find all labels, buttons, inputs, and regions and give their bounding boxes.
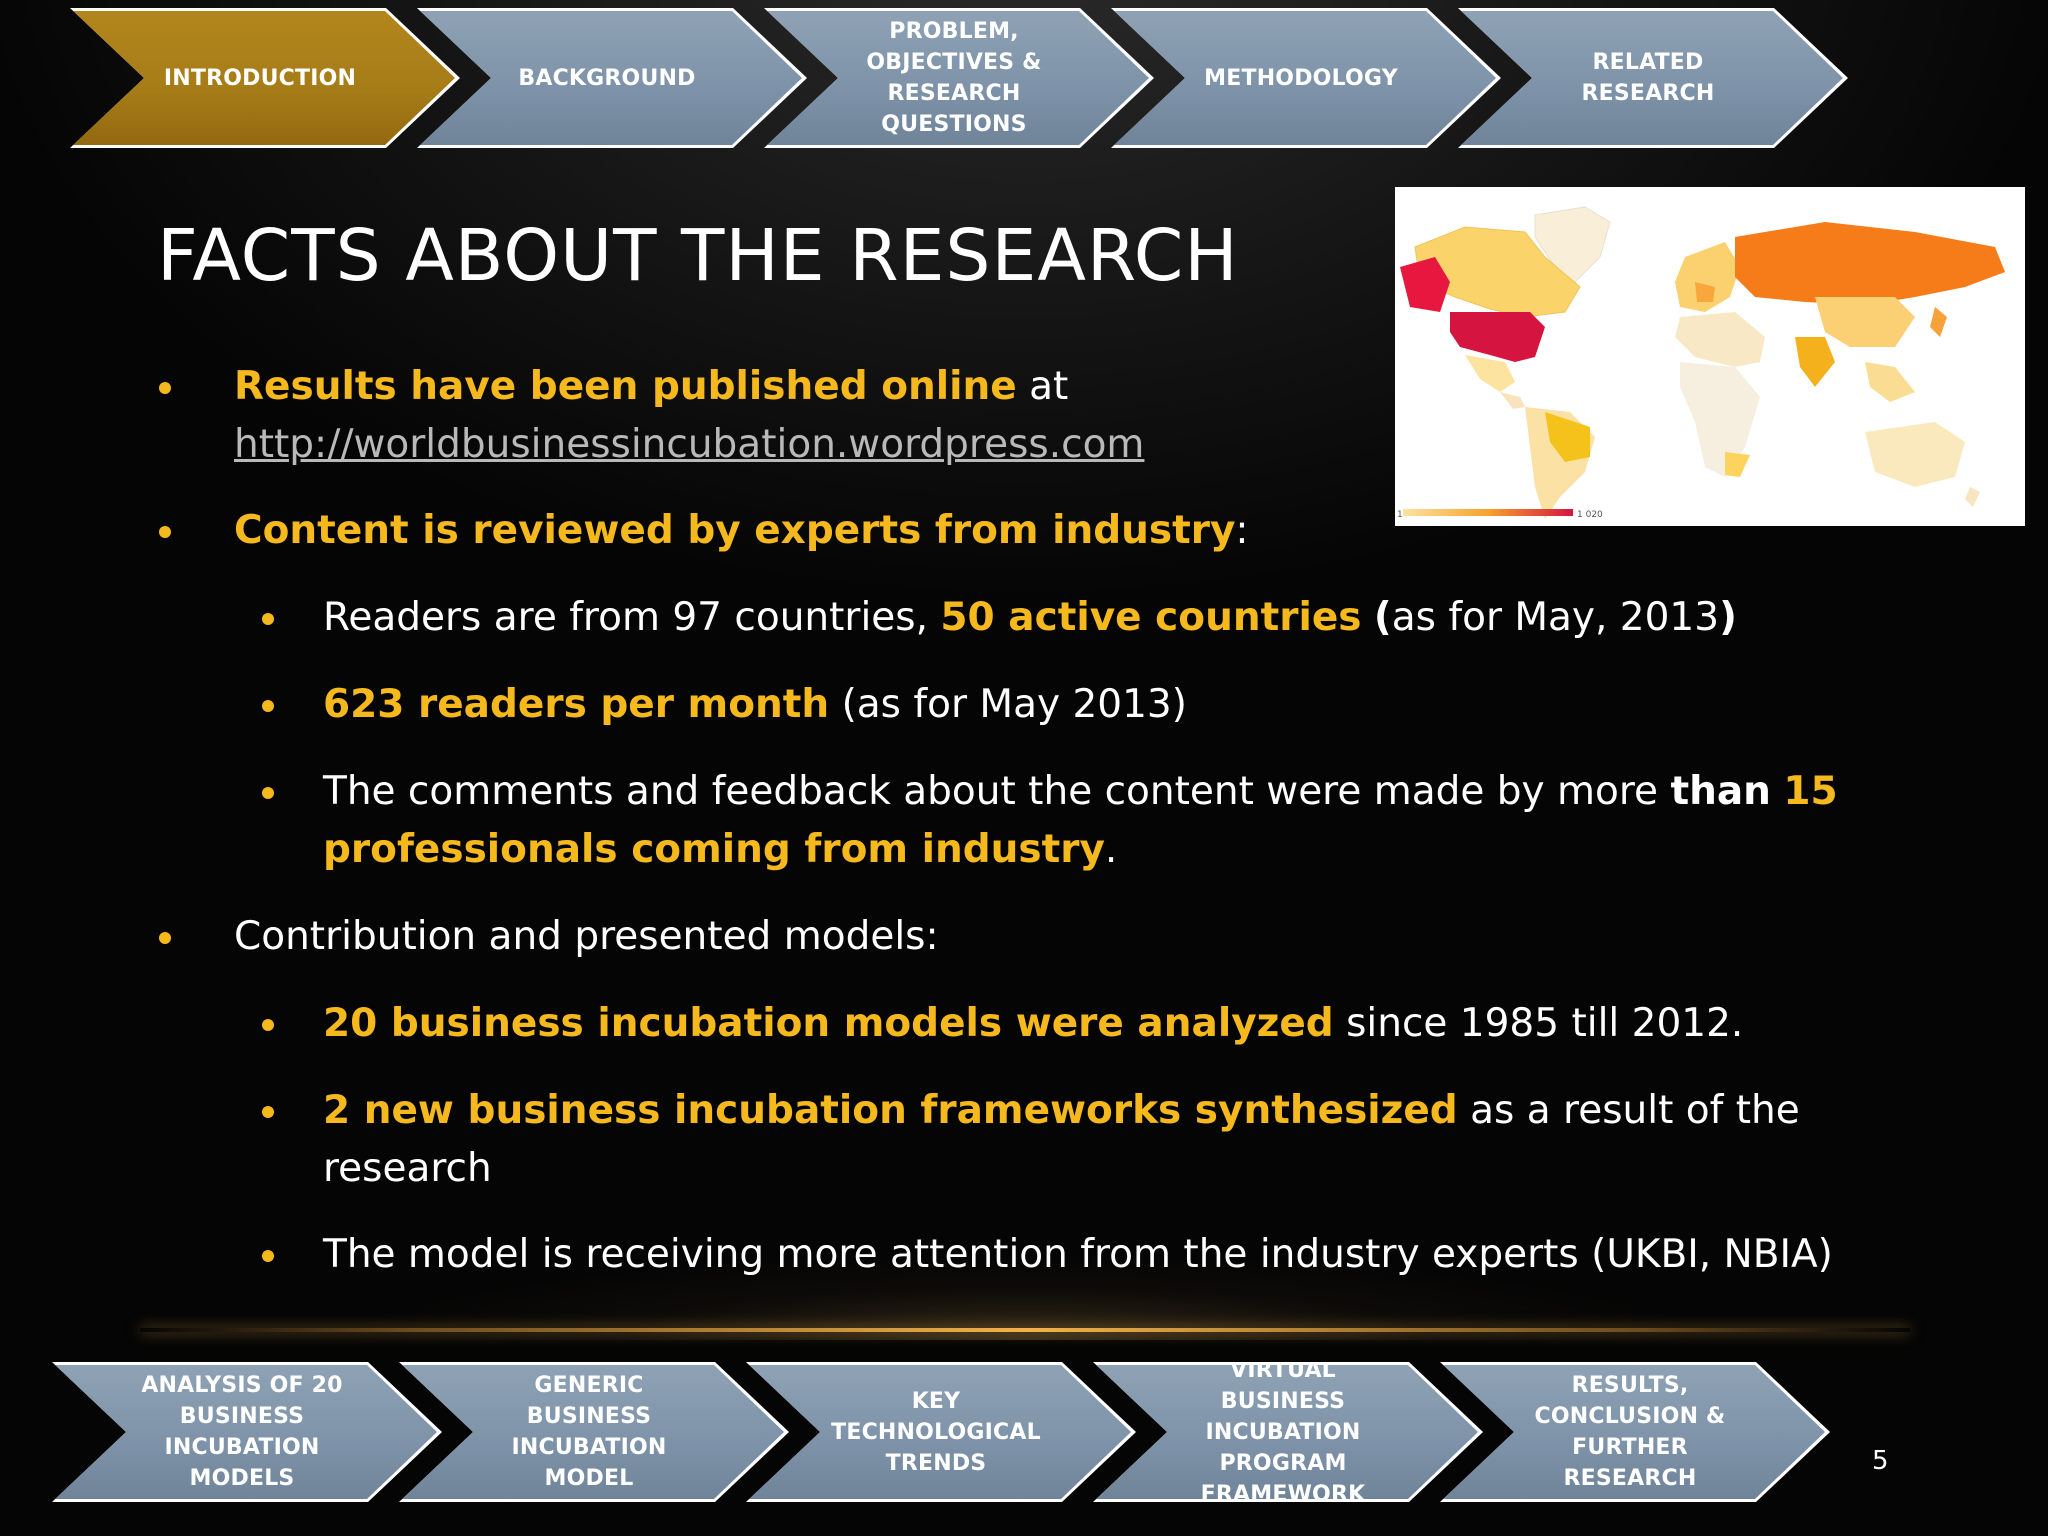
nav-methodology[interactable]: METHODOLOGY: [1111, 8, 1501, 148]
nav-label: RELATED RESEARCH: [1581, 50, 1715, 106]
bullet-readers-countries: Readers are from 97 countries, 50 active…: [323, 589, 1737, 647]
bullet-published: Results have been published online at: [234, 358, 1068, 416]
nav-label: METHODOLOGY: [1204, 65, 1398, 91]
bullet-bold: professionals coming from industry: [323, 827, 1105, 872]
bullet-text: as a result of the: [1457, 1088, 1800, 1133]
nav-label: BACKGROUND: [518, 65, 696, 91]
bullet-white-bold: than: [1670, 769, 1771, 814]
bullet-bold: Content is reviewed by experts from indu…: [234, 508, 1236, 553]
bullet-text: Contribution and presented models:: [234, 914, 939, 959]
nav-label: VIRTUAL BUSINESS INCUBATION PROGRAM FRAM…: [1200, 1357, 1366, 1507]
bullet-dot: [262, 613, 274, 625]
bullet-text: .: [1104, 827, 1118, 872]
bullet-bold: 15: [1783, 769, 1838, 814]
bullet-link-line: http://worldbusinessincubation.wordpress…: [234, 416, 1144, 474]
bullet-comments-cont: professionals coming from industry.: [323, 821, 1117, 879]
nav-label: KEY TECHNOLOGICAL TRENDS: [831, 1388, 1041, 1476]
bullet-readers-month: 623 readers per month (as for May 2013): [323, 676, 1187, 734]
legend-min: 1: [1397, 510, 1403, 520]
bullet-dot: [159, 932, 171, 944]
bullet-text: :: [1235, 508, 1249, 553]
legend-max: 1 020: [1577, 510, 1603, 520]
nav-label: PROBLEM, OBJECTIVES & RESEARCH QUESTIONS: [866, 19, 1042, 137]
nav-label: RESULTS, CONCLUSION & FURTHER RESEARCH: [1534, 1373, 1726, 1491]
bullet-reviewed: Content is reviewed by experts from indu…: [234, 502, 1249, 560]
bullet-contribution: Contribution and presented models:: [234, 908, 939, 966]
nav-virtual-framework[interactable]: VIRTUAL BUSINESS INCUBATION PROGRAM FRAM…: [1093, 1362, 1483, 1502]
nav-introduction[interactable]: INTRODUCTION: [70, 8, 460, 148]
bullet-text: Readers are from 97 countries,: [323, 595, 941, 640]
bullet-bold: 20 business incubation models were analy…: [323, 1001, 1334, 1046]
bullet-dot: [262, 1250, 274, 1262]
bullet-attention: The model is receiving more attention fr…: [323, 1226, 1833, 1284]
bullet-bold: 50 active countries: [940, 595, 1362, 640]
website-link[interactable]: http://worldbusinessincubation.wordpress…: [234, 422, 1145, 467]
bullet-dot: [159, 526, 171, 538]
bullet-dot: [262, 700, 274, 712]
bullet-text: as for May, 2013: [1391, 595, 1720, 640]
glow-divider: [140, 1328, 1910, 1332]
bullet-text: since 1985 till 2012.: [1333, 1001, 1744, 1046]
bottom-glow: [130, 1150, 1920, 1340]
bullet-text: at: [1016, 364, 1069, 409]
bullet-text: The model is receiving more attention fr…: [323, 1232, 1833, 1277]
bullet-comments: The comments and feedback about the cont…: [323, 763, 1838, 821]
bullet-frameworks-cont: research: [323, 1140, 492, 1198]
bullet-dot: [262, 1106, 274, 1118]
bullet-bold: 2 new business incubation frameworks syn…: [323, 1088, 1458, 1133]
paren-open: (: [1373, 595, 1392, 640]
bullet-text: The comments and feedback about the cont…: [323, 769, 1671, 814]
slide-title: FACTS ABOUT THE RESEARCH: [157, 214, 1239, 297]
page-number: 5: [1872, 1446, 1889, 1476]
world-map-graphic: 1 1 020: [1397, 206, 2005, 520]
nav-label: INTRODUCTION: [163, 65, 357, 91]
nav-label: ANALYSIS OF 20 BUSINESS INCUBATION MODEL…: [141, 1373, 343, 1491]
paren-close: ): [1719, 595, 1737, 640]
bullet-frameworks: 2 new business incubation frameworks syn…: [323, 1082, 1800, 1140]
bullet-dot: [262, 1019, 274, 1031]
nav-related-research[interactable]: RELATED RESEARCH: [1458, 8, 1848, 148]
bullet-bold: 623 readers per month: [323, 682, 830, 727]
bullet-dot: [159, 382, 171, 394]
bullet-text: (as for May 2013): [829, 682, 1187, 727]
bullet-text: research: [323, 1146, 492, 1191]
world-readers-map: 1 1 020: [1395, 187, 2025, 526]
bullet-dot: [262, 787, 274, 799]
nav-label: GENERIC BUSINESS INCUBATION MODEL: [511, 1373, 667, 1491]
bullet-bold: Results have been published online: [234, 364, 1017, 409]
bullet-models-analyzed: 20 business incubation models were analy…: [323, 995, 1743, 1053]
